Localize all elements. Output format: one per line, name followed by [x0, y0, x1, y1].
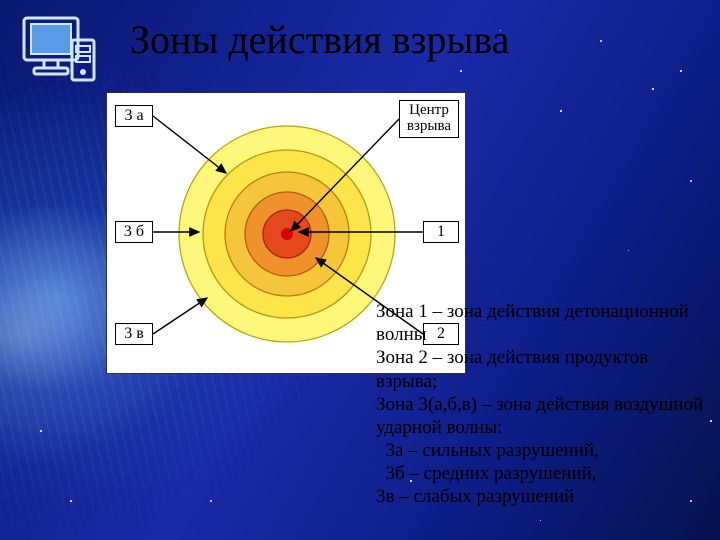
- slide-title: Зоны действия взрыва: [130, 16, 509, 63]
- legend: Зона 1 – зона действия детонационной вол…: [376, 300, 704, 509]
- label-3b: 3 б: [115, 221, 153, 243]
- legend-z2: Зона 2 – зона действия продуктов взрыва;: [376, 346, 704, 392]
- label-center: Центрвзрыва: [399, 100, 459, 138]
- label-3v: 3 в: [115, 323, 153, 345]
- legend-z3: Зона 3(а,б,в) – зона действия воздушной …: [376, 393, 704, 439]
- label-1: 1: [423, 221, 459, 243]
- computer-icon: [14, 14, 102, 90]
- legend-z1: Зона 1 – зона действия детонационной вол…: [376, 300, 704, 346]
- legend-z3a: 3а – сильных разрушений,: [376, 439, 704, 462]
- legend-z3b: 3б – средних разрушений,: [376, 462, 704, 485]
- label-3a: 3 а: [115, 105, 153, 127]
- legend-z3v: 3в – слабых разрушений: [376, 485, 704, 508]
